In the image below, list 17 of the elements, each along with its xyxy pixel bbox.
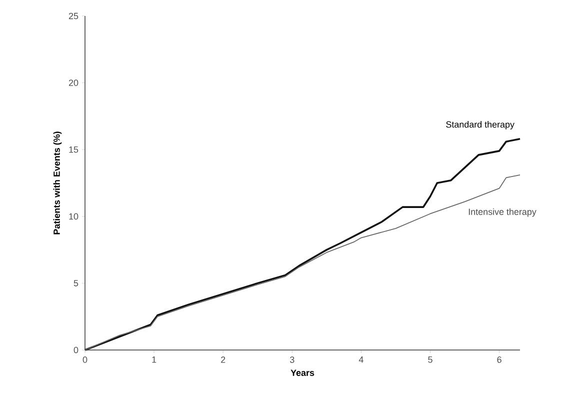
- y-tick-label: 0: [74, 346, 78, 354]
- x-tick-label: 1: [152, 356, 156, 363]
- x-tick-label: 0: [82, 356, 88, 363]
- series-label: Intensive therapy: [468, 208, 536, 217]
- x-tick-label: 2: [221, 356, 226, 363]
- x-tick-label: 4: [358, 356, 364, 363]
- x-axis-title: Years: [290, 370, 314, 376]
- y-axis-title: Patients with Events (%): [53, 132, 62, 234]
- y-tick-label: 20: [68, 80, 78, 86]
- x-tick-label: 6: [497, 356, 502, 363]
- series-label: Standard therapy: [446, 121, 514, 130]
- y-tick-label: 5: [74, 280, 78, 286]
- x-tick-label: 3: [290, 356, 294, 363]
- y-tick-label: 10: [69, 213, 78, 220]
- y-tick-label: 15: [69, 146, 78, 153]
- x-tick-label: 5: [428, 356, 432, 363]
- y-tick-label: 25: [68, 12, 78, 20]
